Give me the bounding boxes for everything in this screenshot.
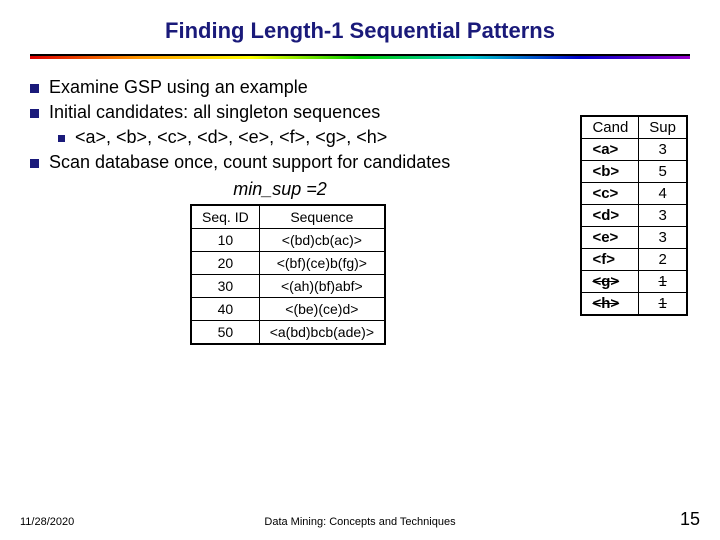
minsup-label: min_sup =2 (110, 179, 450, 200)
table-row: 20<(bf)(ce)b(fg)> (191, 252, 385, 275)
footer-center: Data Mining: Concepts and Techniques (0, 516, 720, 528)
seq-value-cell: <(be)(ce)d> (259, 298, 385, 321)
candidate-table: Cand Sup <a>3<b>5<c>4<d>3<e>3<f>2<g>1<h>… (580, 115, 688, 316)
seq-header-seq: Sequence (259, 205, 385, 229)
divider-rainbow (30, 54, 690, 59)
sup-cell: 2 (639, 249, 687, 271)
table-row: 50<a(bd)bcb(ade)> (191, 321, 385, 345)
seq-id-cell: 50 (191, 321, 259, 345)
seq-id-cell: 20 (191, 252, 259, 275)
cand-header-cand: Cand (581, 116, 638, 139)
content-area: Examine GSP using an example Initial can… (0, 77, 720, 345)
bullet-icon (30, 109, 39, 118)
bullet-icon (30, 84, 39, 93)
seq-value-cell: <(bf)(ce)b(fg)> (259, 252, 385, 275)
cand-header-sup: Sup (639, 116, 687, 139)
cand-cell: <h> (581, 293, 638, 316)
table-row: <a>3 (581, 139, 687, 161)
cand-cell: <d> (581, 205, 638, 227)
cand-cell: <c> (581, 183, 638, 205)
table-row: <f>2 (581, 249, 687, 271)
sup-cell: 3 (639, 205, 687, 227)
table-row: <c>4 (581, 183, 687, 205)
table-row: <g>1 (581, 271, 687, 293)
seq-value-cell: <(bd)cb(ac)> (259, 229, 385, 252)
bullet-2-sub-text: <a>, <b>, <c>, <d>, <e>, <f>, <g>, <h> (75, 127, 387, 148)
seq-value-cell: <a(bd)bcb(ade)> (259, 321, 385, 345)
bullet-2-sub: <a>, <b>, <c>, <d>, <e>, <f>, <g>, <h> (58, 127, 520, 148)
table-row: 10<(bd)cb(ac)> (191, 229, 385, 252)
bullet-icon (30, 159, 39, 168)
bullet-1-text: Examine GSP using an example (49, 77, 308, 98)
cand-cell: <g> (581, 271, 638, 293)
bullet-1: Examine GSP using an example (30, 77, 520, 98)
bullet-list: Examine GSP using an example Initial can… (30, 77, 520, 173)
slide-title: Finding Length-1 Sequential Patterns (0, 0, 720, 54)
cand-cell: <b> (581, 161, 638, 183)
footer-page: 15 (680, 509, 700, 530)
cand-cell: <e> (581, 227, 638, 249)
seq-id-cell: 10 (191, 229, 259, 252)
sequence-table: Seq. ID Sequence 10<(bd)cb(ac)>20<(bf)(c… (190, 204, 386, 345)
sup-cell: 4 (639, 183, 687, 205)
seq-id-cell: 30 (191, 275, 259, 298)
sup-cell: 5 (639, 161, 687, 183)
seq-header-id: Seq. ID (191, 205, 259, 229)
table-row: <e>3 (581, 227, 687, 249)
sup-cell: 1 (639, 293, 687, 316)
seq-id-cell: 40 (191, 298, 259, 321)
sup-cell: 3 (639, 139, 687, 161)
cand-cell: <a> (581, 139, 638, 161)
sup-cell: 3 (639, 227, 687, 249)
bullet-3-text: Scan database once, count support for ca… (49, 152, 450, 173)
bullet-2: Initial candidates: all singleton sequen… (30, 102, 520, 123)
seq-value-cell: <(ah)(bf)abf> (259, 275, 385, 298)
bullet-icon (58, 135, 65, 142)
bullet-2-text: Initial candidates: all singleton sequen… (49, 102, 380, 123)
table-row: <h>1 (581, 293, 687, 316)
table-row: 40<(be)(ce)d> (191, 298, 385, 321)
sup-cell: 1 (639, 271, 687, 293)
cand-cell: <f> (581, 249, 638, 271)
bullet-3: Scan database once, count support for ca… (30, 152, 520, 173)
table-row: <b>5 (581, 161, 687, 183)
table-row: <d>3 (581, 205, 687, 227)
table-row: 30<(ah)(bf)abf> (191, 275, 385, 298)
